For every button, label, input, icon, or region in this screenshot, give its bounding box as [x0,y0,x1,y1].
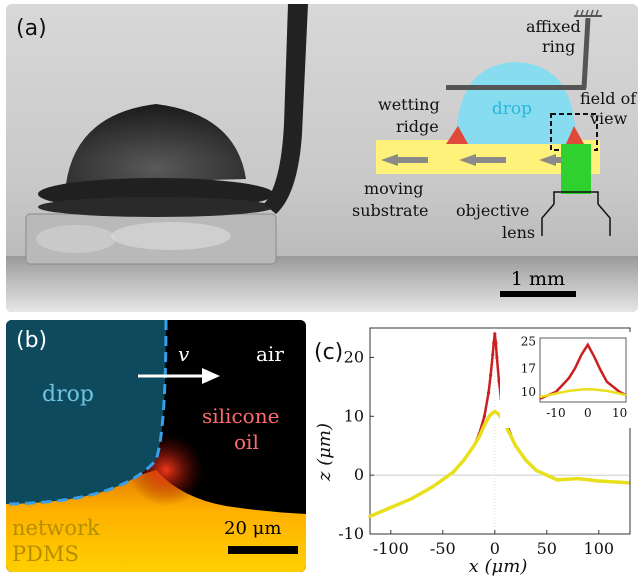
data-point [482,423,486,427]
data-point [626,481,630,485]
x-tick-label: -100 [373,539,409,558]
ridge-right [566,126,584,144]
velocity-text: v [178,342,190,366]
data-point [497,412,501,417]
data-point [491,352,495,357]
schematic: drop affixed ring wetting ridge field of… [352,9,637,242]
affixed-ring-label-1: affixed [526,17,581,36]
data-point [489,412,493,417]
inset-series-0 [539,342,627,400]
y-axis-label: z (μm) [314,423,335,482]
field-of-view-label-1: field of [580,89,637,108]
inset-x-tick-label: 10 [612,406,627,420]
drop-label: drop [492,99,532,119]
drop-interface [6,320,168,506]
plot-frame [369,327,631,535]
x-tick-label: 100 [584,539,615,558]
x-tick-label: 0 [490,539,500,558]
photographed-drop [66,104,246,184]
data-point [597,479,601,483]
scale-bar-b-label: 20 μm [224,518,282,539]
data-point [486,415,491,420]
data-point [497,379,501,383]
data-point [514,444,518,448]
panel-b: (b) drop v air silicone oil network PDMS… [6,320,306,572]
data-point [430,485,434,489]
data-point [493,332,497,336]
objective-label-1: objective [456,201,529,220]
drop-region [6,320,166,504]
inset-series-1 [539,387,627,399]
floor-reflection [6,256,638,312]
panel-b-figure [6,320,306,572]
x-axis-label: x (μm) [469,556,528,577]
support-wire [264,4,308,214]
scale-bar-a-label: 1 mm [511,268,565,290]
inset-x-tick-label: 0 [584,406,592,420]
wetting-label-2: ridge [396,117,439,136]
data-point [368,514,372,518]
series-1 [368,409,630,518]
data-point [508,433,512,437]
data-point [555,478,559,482]
moving-label-1: moving [364,179,424,198]
data-point [524,458,528,463]
data-point [472,444,476,448]
data-point [477,435,481,439]
affixed-ring-label-2: ring [542,37,575,56]
data-point [486,391,491,395]
inset-y-tick-label: 17 [521,361,536,375]
moving-label-2: substrate [352,201,428,220]
data-point [451,470,455,474]
panel-c: (c) -100 -50 0 50 100 -10 0 10 20 -10 0 10 10 17 25 x… [308,320,644,578]
ridge-left [446,126,468,144]
wetting-label-1: wetting [378,95,440,114]
scale-bar-b [228,546,298,554]
panel-b-label: (b) [16,328,48,353]
oil-text: oil [234,430,259,454]
air-text: air [256,342,284,366]
network-text: network [12,516,100,540]
data-point [482,414,486,418]
data-point [410,497,414,501]
data-point [495,411,499,415]
schematic-drop [456,62,576,144]
data-point [389,505,393,510]
affixed-ring [446,85,586,90]
data-point [618,480,622,484]
x-tick-label: 50 [537,539,557,558]
data-point [462,458,466,463]
drop-text: drop [42,382,94,407]
panel-a-label: (a) [16,16,47,41]
panel-a: drop affixed ring wetting ridge field of… [6,4,638,312]
panel-c-label: (c) [314,340,344,365]
inset-x-tick-label: -10 [546,406,565,420]
data-point [489,373,493,377]
objective-label-2: lens [502,223,535,242]
silicone-text: silicone [202,404,280,428]
data-point [534,468,538,473]
y-tick-label: 10 [344,406,364,425]
objective-lens-outline [541,191,611,236]
x-tick-label: -50 [430,539,456,558]
panel-a-figure: drop affixed ring wetting ridge field of… [6,4,638,312]
data-point [576,477,580,481]
data-point [494,341,498,345]
y-tick-label: 0 [354,465,364,484]
pdms-text: PDMS [12,542,79,566]
scale-bar-a [500,291,576,297]
y-tick-label: -10 [338,524,364,543]
objective-beam [561,144,591,194]
inset-y-tick-label: 10 [521,385,536,399]
inset-frame [539,337,627,403]
y-tick-label: 20 [344,347,364,366]
field-of-view-label-2: view [589,109,628,128]
inset-y-tick-label: 25 [521,334,536,348]
data-point [495,355,499,360]
